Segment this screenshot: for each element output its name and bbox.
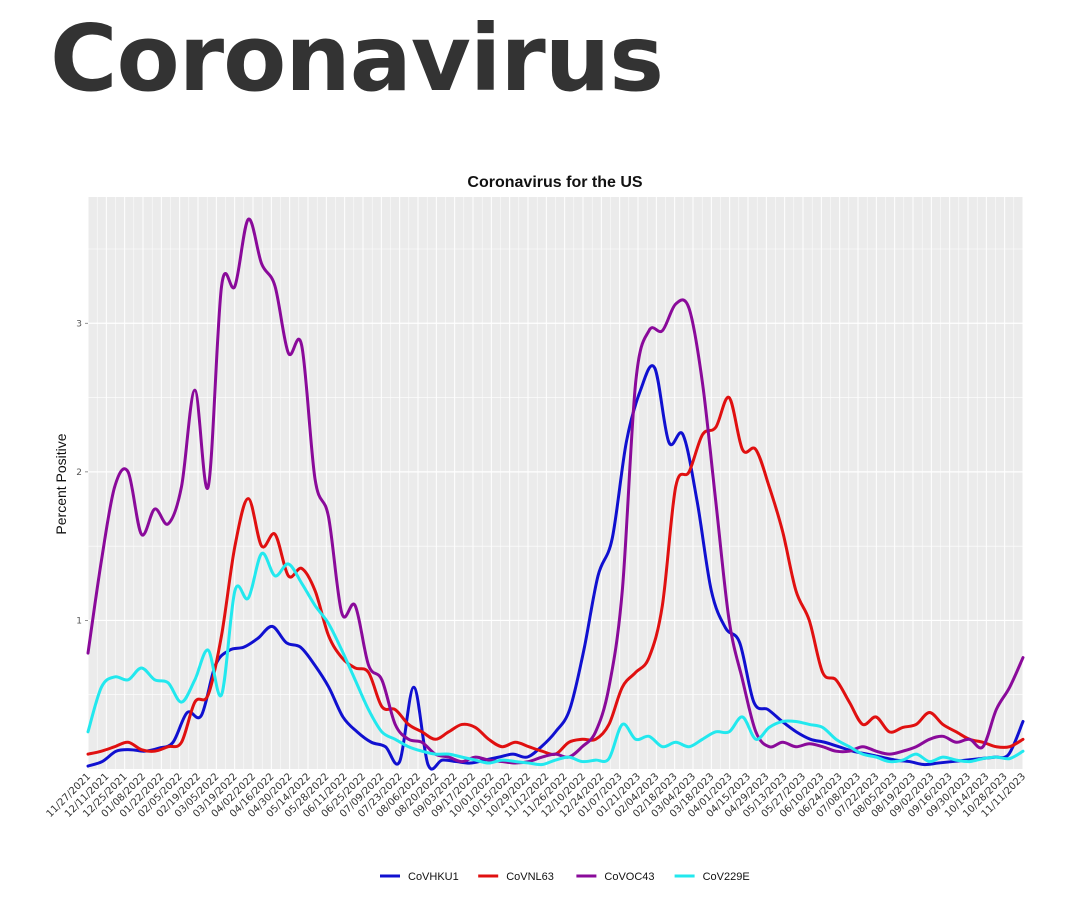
y-tick-label: 3 (76, 319, 82, 329)
y-tick-label: 1 (76, 616, 82, 626)
page-title: Coronavirus (50, 5, 664, 112)
legend-label-covnl63: CoVNL63 (506, 871, 554, 883)
legend: CoVHKU1 CoVNL63 CoVOC43 CoV229E (380, 871, 750, 883)
y-tick-layer: 1 2 3 (76, 319, 88, 626)
y-axis-label: Percent Positive (53, 433, 69, 534)
series-line-covoc43 (86, 217, 1025, 765)
legend-label-covhku1: CoVHKU1 (408, 871, 459, 883)
y-tick-label: 2 (76, 468, 82, 478)
series-layer (86, 217, 1025, 771)
chart-title: Coronavirus for the US (467, 174, 642, 191)
grid-layer (87, 197, 1024, 769)
x-tick-layer: 11/27/202112/11/202112/25/202101/08/2022… (45, 771, 1029, 820)
legend-label-covoc43: CoVOC43 (604, 871, 654, 883)
series-line-cov229e (86, 551, 1025, 767)
legend-label-cov229e: CoV229E (703, 871, 750, 883)
